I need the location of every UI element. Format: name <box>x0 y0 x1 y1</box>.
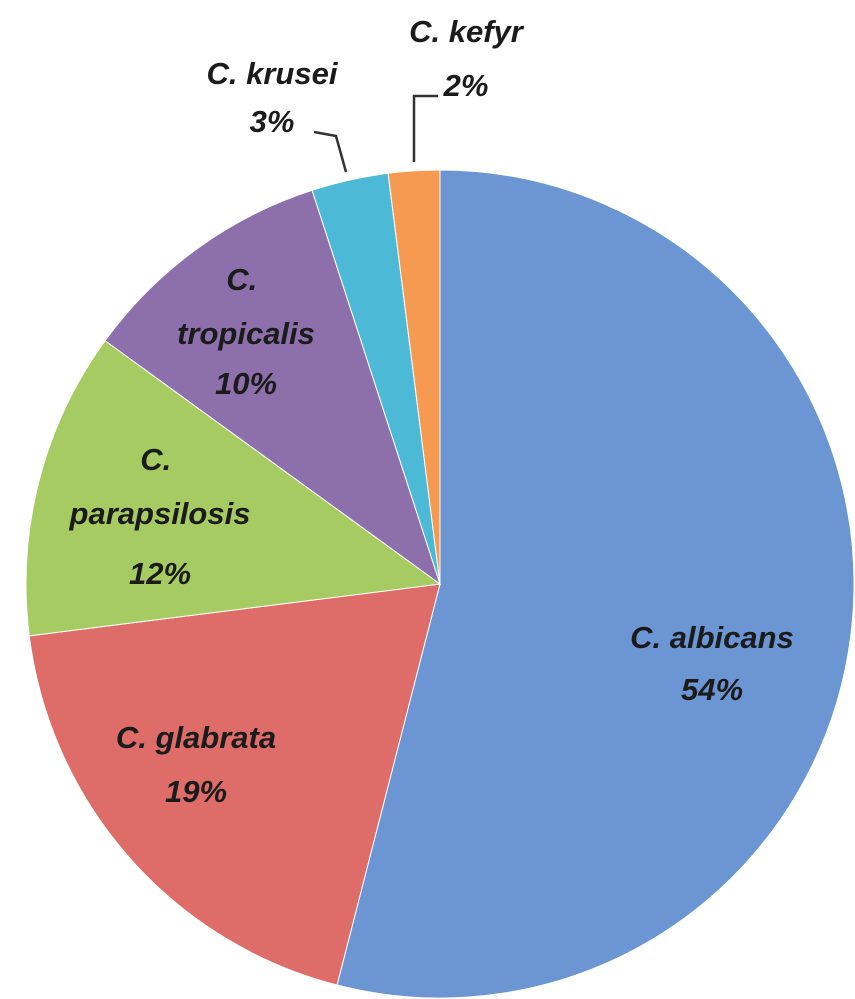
value-label: 2% <box>443 68 489 103</box>
slice-label: C. kefyr <box>409 14 525 49</box>
slice-label: C. albicans <box>630 620 794 655</box>
pie-slice <box>104 189 441 586</box>
slice-label: C. tropicalis <box>177 262 315 351</box>
slice-label: C. glabrata <box>116 720 276 755</box>
value-label: 54% <box>681 672 743 707</box>
slice-label: C. parapsilosis <box>69 442 251 531</box>
pie-slice <box>387 169 441 585</box>
leader-line <box>412 94 438 162</box>
pie-slice <box>25 339 442 637</box>
value-label: 12% <box>129 556 191 591</box>
pie-slice <box>28 583 441 986</box>
pie-slice <box>336 169 855 999</box>
value-label: 3% <box>250 104 295 139</box>
value-label: 19% <box>165 774 227 809</box>
value-label: 10% <box>215 366 277 401</box>
slice-label: C. krusei <box>207 56 339 91</box>
leader-line <box>313 130 348 173</box>
